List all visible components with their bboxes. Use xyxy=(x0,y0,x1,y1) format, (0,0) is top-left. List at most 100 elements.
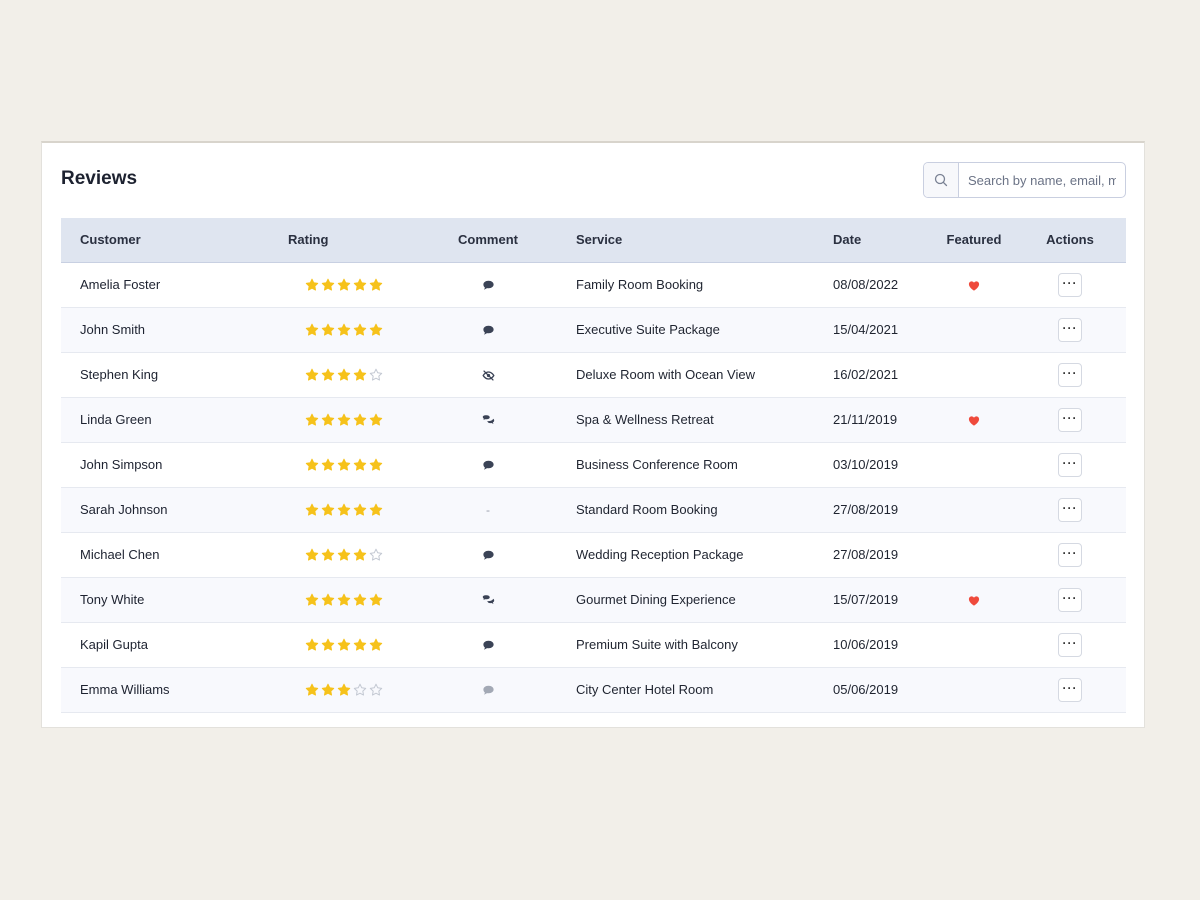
star-rating xyxy=(305,638,383,652)
table-row[interactable]: Emma Williams City Center Hotel Room 05/06… xyxy=(61,667,1126,713)
table-row[interactable]: Tony White Gourmet Dining Experience 15/07… xyxy=(61,577,1126,623)
customer-cell: Stephen King xyxy=(61,352,269,398)
comment-icon[interactable] xyxy=(482,682,495,697)
comment-icon[interactable] xyxy=(482,457,495,472)
star-rating xyxy=(305,683,383,697)
row-actions-button[interactable]: ··· xyxy=(1058,587,1082,612)
search-input[interactable] xyxy=(959,163,1125,197)
star-filled-icon xyxy=(353,503,367,517)
customer-cell: Sarah Johnson xyxy=(61,487,269,533)
star-filled-icon xyxy=(337,413,351,427)
customer-name: Sarah Johnson xyxy=(80,502,168,517)
customer-name: Michael Chen xyxy=(80,547,160,562)
table-row[interactable]: John Smith Executive Suite Package 15/04/2… xyxy=(61,307,1126,353)
reviews-table: Customer Rating Comment Service Date Fea… xyxy=(61,218,1126,713)
actions-cell: ··· xyxy=(1014,262,1126,308)
customer-name: Amelia Foster xyxy=(80,277,161,292)
featured-cell xyxy=(934,667,1014,713)
column-header-featured[interactable]: Featured xyxy=(934,218,1014,263)
column-header-customer[interactable]: Customer xyxy=(61,218,269,263)
table-row[interactable]: Linda Green Spa & Wellness Retreat 21/11/2… xyxy=(61,397,1126,443)
star-rating xyxy=(305,503,383,517)
table-row[interactable]: John Simpson Business Conference Room 03/1… xyxy=(61,442,1126,488)
table-row[interactable]: Amelia Foster Family Room Booking 08/08/20… xyxy=(61,262,1126,308)
customer-cell: Michael Chen xyxy=(61,532,269,578)
customer-cell: Emma Williams xyxy=(61,667,269,713)
date-cell: 21/11/2019 xyxy=(814,397,934,443)
featured-cell xyxy=(934,352,1014,398)
row-actions-button[interactable]: ··· xyxy=(1058,632,1082,657)
rating-cell xyxy=(269,352,419,398)
customer-name: John Smith xyxy=(80,322,146,337)
more-dots-icon: ··· xyxy=(1062,500,1078,515)
date-cell: 27/08/2019 xyxy=(814,487,934,533)
customer-cell: Linda Green xyxy=(61,397,269,443)
featured-cell xyxy=(934,577,1014,623)
star-filled-icon xyxy=(353,593,367,607)
star-empty-icon xyxy=(369,368,383,382)
comments-icon[interactable] xyxy=(482,592,495,607)
table-row[interactable]: Stephen King Deluxe Room with Ocean View 1… xyxy=(61,352,1126,398)
star-empty-icon xyxy=(369,683,383,697)
more-dots-icon: ··· xyxy=(1062,545,1078,560)
star-filled-icon xyxy=(369,593,383,607)
comment-icon[interactable] xyxy=(482,277,495,292)
date-cell: 08/08/2022 xyxy=(814,262,934,308)
column-header-date[interactable]: Date xyxy=(814,218,934,263)
search-icon[interactable] xyxy=(924,163,959,197)
eye-slash-icon[interactable] xyxy=(481,367,495,382)
star-filled-icon xyxy=(369,413,383,427)
heart-icon[interactable] xyxy=(968,592,980,607)
row-actions-button[interactable]: ··· xyxy=(1058,317,1082,342)
rating-cell xyxy=(269,307,419,353)
row-actions-button[interactable]: ··· xyxy=(1058,362,1082,387)
comment-cell xyxy=(419,397,557,443)
rating-cell xyxy=(269,622,419,668)
more-dots-icon: ··· xyxy=(1062,680,1078,695)
customer-name: Stephen King xyxy=(80,367,159,382)
rating-cell xyxy=(269,487,419,533)
more-dots-icon: ··· xyxy=(1062,635,1078,650)
service-cell: Premium Suite with Balcony xyxy=(557,622,814,668)
comment-cell xyxy=(419,442,557,488)
table-row[interactable]: Kapil Gupta Premium Suite with Balcony 10/… xyxy=(61,622,1126,668)
customer-name: Emma Williams xyxy=(80,682,170,697)
actions-cell: ··· xyxy=(1014,487,1126,533)
customer-name: Linda Green xyxy=(80,412,152,427)
row-actions-button[interactable]: ··· xyxy=(1058,272,1082,297)
heart-icon[interactable] xyxy=(968,412,980,427)
star-filled-icon xyxy=(337,548,351,562)
table-header-row: Customer Rating Comment Service Date Fea… xyxy=(61,218,1126,263)
featured-cell xyxy=(934,622,1014,668)
row-actions-button[interactable]: ··· xyxy=(1058,677,1082,702)
star-filled-icon xyxy=(337,278,351,292)
star-rating xyxy=(305,323,383,337)
row-actions-button[interactable]: ··· xyxy=(1058,407,1082,432)
actions-cell: ··· xyxy=(1014,667,1126,713)
star-rating xyxy=(305,548,383,562)
service-cell: Family Room Booking xyxy=(557,262,814,308)
table-row[interactable]: Sarah Johnson - Standard Room Booking 27/08… xyxy=(61,487,1126,533)
service-cell: Spa & Wellness Retreat xyxy=(557,397,814,443)
star-filled-icon xyxy=(369,458,383,472)
column-header-comment[interactable]: Comment xyxy=(419,218,557,263)
table-row[interactable]: Michael Chen Wedding Reception Package 27/… xyxy=(61,532,1126,578)
comment-icon[interactable] xyxy=(482,547,495,562)
search-box[interactable] xyxy=(923,162,1126,198)
star-filled-icon xyxy=(337,323,351,337)
column-header-rating[interactable]: Rating xyxy=(269,218,419,263)
row-actions-button[interactable]: ··· xyxy=(1058,497,1082,522)
customer-name: Tony White xyxy=(80,592,145,607)
service-cell: Gourmet Dining Experience xyxy=(557,577,814,623)
row-actions-button[interactable]: ··· xyxy=(1058,542,1082,567)
comments-icon[interactable] xyxy=(482,412,495,427)
comment-icon[interactable] xyxy=(482,637,495,652)
column-header-service[interactable]: Service xyxy=(557,218,814,263)
customer-cell: John Smith xyxy=(61,307,269,353)
row-actions-button[interactable]: ··· xyxy=(1058,452,1082,477)
star-filled-icon xyxy=(321,458,335,472)
comment-icon[interactable] xyxy=(482,322,495,337)
heart-icon[interactable] xyxy=(968,277,980,292)
service-cell: Deluxe Room with Ocean View xyxy=(557,352,814,398)
star-filled-icon xyxy=(321,593,335,607)
